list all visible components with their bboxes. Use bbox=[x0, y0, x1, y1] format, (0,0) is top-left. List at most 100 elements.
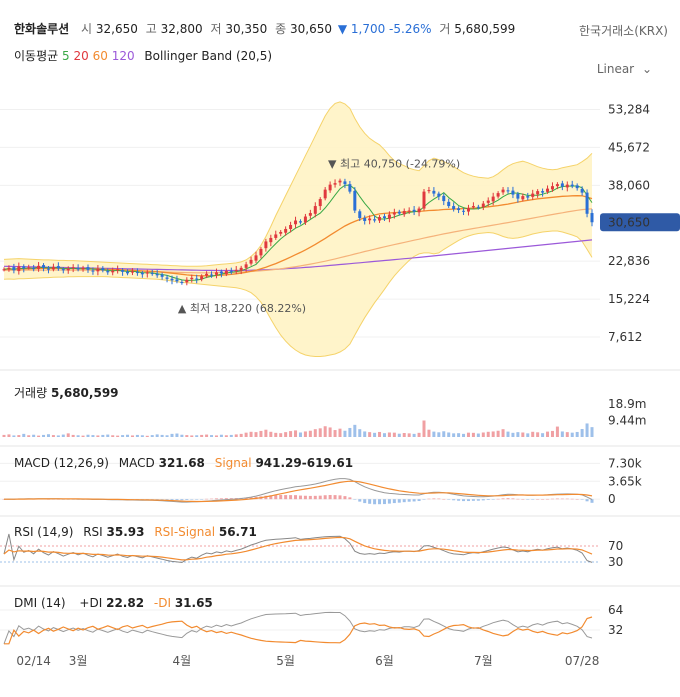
candle-body bbox=[71, 267, 75, 269]
dmi-tick-label: 32 bbox=[608, 623, 623, 637]
macd-hist-bar bbox=[437, 498, 441, 500]
macd-hist-value: -619.61 bbox=[301, 456, 354, 470]
candle-body bbox=[269, 237, 273, 243]
macd-hist-bar bbox=[373, 499, 377, 505]
macd-hist-bar bbox=[378, 499, 382, 505]
current-price-tag: 30,650 bbox=[600, 213, 680, 232]
scale-mode-dropdown[interactable]: Linear ⌄ bbox=[597, 62, 652, 76]
volume-bar bbox=[407, 433, 411, 437]
volume-bar bbox=[7, 434, 11, 437]
volume-bar bbox=[234, 434, 238, 437]
volume-bar bbox=[452, 433, 456, 437]
macd-hist-bar bbox=[412, 499, 416, 502]
macd-hist-bar bbox=[427, 498, 431, 500]
plus-di-line bbox=[3, 611, 593, 644]
volume-bar bbox=[37, 435, 41, 437]
macd-hist-bar bbox=[160, 499, 164, 500]
candle-body bbox=[51, 266, 55, 270]
macd-axis: 7.30k 3.65k 0 bbox=[608, 456, 642, 506]
candle-body bbox=[555, 184, 559, 187]
macd-hist-bar bbox=[536, 499, 540, 500]
macd-hist-bar bbox=[521, 499, 525, 500]
candle-body bbox=[42, 265, 46, 268]
candle-body bbox=[22, 266, 26, 269]
volume-bar bbox=[402, 433, 406, 437]
candle-body bbox=[392, 212, 396, 215]
volume-bar bbox=[51, 435, 55, 437]
macd-hist-bar bbox=[526, 499, 530, 500]
candle-body bbox=[284, 228, 288, 233]
volume-label: 거 bbox=[439, 22, 451, 36]
volume-bar bbox=[61, 434, 65, 437]
volume-bar bbox=[481, 432, 485, 437]
volume-bar bbox=[412, 433, 416, 437]
macd-hist-bar bbox=[575, 499, 579, 500]
volume-bar bbox=[165, 435, 169, 437]
volume-bar bbox=[121, 435, 125, 437]
candle-body bbox=[541, 191, 545, 193]
candle-body bbox=[106, 271, 110, 273]
candle-body bbox=[205, 273, 209, 276]
candle-body bbox=[457, 208, 461, 211]
high-annotation: ▼ 최고 40,750 (-24.79%) bbox=[328, 157, 460, 170]
price-tick-label: 45,672 bbox=[608, 140, 650, 154]
volume-bar bbox=[560, 431, 564, 437]
volume-bar bbox=[427, 429, 431, 437]
minus-di-value: 31.65 bbox=[174, 596, 213, 610]
volume-bar bbox=[550, 430, 554, 437]
volume-bar bbox=[501, 429, 505, 437]
volume-bar bbox=[313, 429, 317, 437]
current-price-text: 30,650 bbox=[608, 215, 650, 229]
rsi-signal-label: RSI-Signal bbox=[154, 525, 216, 539]
candle-body bbox=[590, 213, 594, 223]
minus-di-label: -DI bbox=[153, 596, 171, 610]
volume-bar bbox=[71, 434, 75, 437]
volume-bar bbox=[185, 435, 189, 437]
volume-bar bbox=[565, 432, 569, 437]
volume-bar bbox=[333, 430, 337, 437]
volume-bar bbox=[590, 427, 594, 437]
volume-bar bbox=[269, 431, 273, 437]
macd-hist-bar bbox=[565, 498, 569, 500]
candle-body bbox=[298, 221, 302, 223]
volume-bar bbox=[279, 433, 283, 437]
candle-body bbox=[17, 266, 21, 272]
candle-body bbox=[96, 268, 100, 272]
candle-body bbox=[190, 277, 194, 280]
volume-bar bbox=[536, 432, 540, 437]
volume-bar bbox=[17, 435, 21, 437]
macd-hist-bar bbox=[289, 495, 293, 500]
candle-body bbox=[259, 248, 263, 256]
bollinger-lower-line bbox=[3, 230, 593, 357]
candle-body bbox=[387, 214, 391, 219]
rsi-line bbox=[3, 533, 593, 564]
volume-bar bbox=[180, 434, 184, 437]
volume-bar bbox=[2, 434, 6, 437]
candle-body bbox=[323, 189, 327, 199]
candle-body bbox=[111, 270, 115, 273]
candle-body bbox=[61, 269, 65, 271]
macd-hist-bar bbox=[190, 499, 194, 500]
macd-hist-bar bbox=[368, 499, 372, 504]
macd-hist-bar bbox=[269, 495, 273, 500]
macd-hist-bar bbox=[200, 499, 204, 500]
volume-bar bbox=[200, 434, 204, 437]
candle-body bbox=[101, 268, 105, 271]
macd-hist-bar bbox=[185, 499, 189, 500]
candle-body bbox=[466, 208, 470, 212]
volume-bar bbox=[259, 430, 263, 437]
volume-bar bbox=[66, 433, 70, 437]
volume-bar bbox=[462, 433, 466, 437]
macd-hist-bar bbox=[210, 498, 214, 500]
macd-tick-label: 3.65k bbox=[608, 474, 642, 488]
time-tick-label: 02/14 bbox=[16, 654, 51, 668]
bollinger-upper-line bbox=[3, 101, 593, 267]
macd-hist-bar bbox=[180, 499, 184, 501]
exchange-label: 한국거래소(KRX) bbox=[579, 24, 668, 38]
macd-hist-bar bbox=[264, 495, 268, 500]
volume-bar bbox=[496, 430, 500, 437]
macd-hist-bar bbox=[491, 499, 495, 500]
volume-bar bbox=[338, 428, 342, 437]
stock-name: 한화솔루션 bbox=[14, 22, 70, 36]
